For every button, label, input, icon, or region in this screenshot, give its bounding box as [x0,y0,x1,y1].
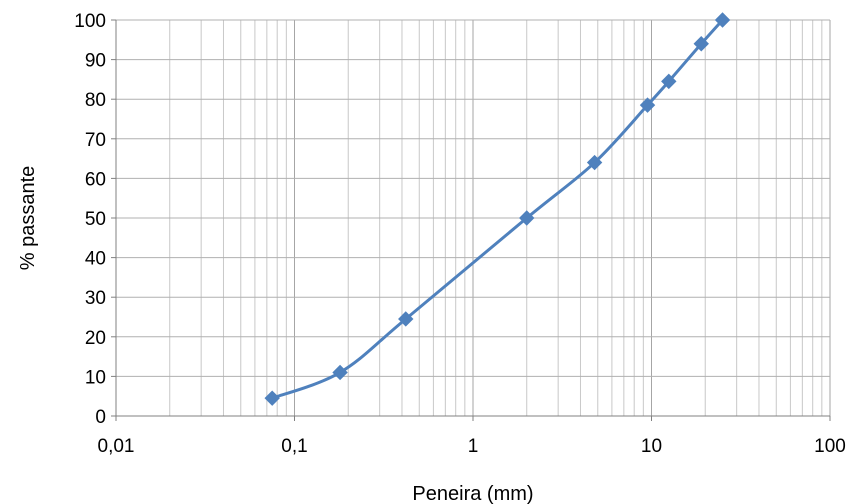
data-point-marker [693,36,709,52]
y-tick-label: 20 [85,328,106,349]
y-tick-label: 90 [85,51,106,72]
data-point-marker [332,364,348,381]
axes [111,19,831,421]
y-tick-label: 70 [85,130,106,151]
x-tick-label: 0,1 [281,436,307,457]
data-point-marker [398,311,414,327]
data-point-marker [639,97,656,113]
y-axis-title: % passante [17,166,39,271]
tick-labels: 0 10 20 30 40 50 60 70 80 90 100 0,01 0,1 1 10 100 [74,11,846,457]
x-tick-label: 1 [468,436,479,457]
y-tick-label: 100 [74,11,106,32]
y-tick-label: 60 [85,169,106,190]
grid [115,19,831,417]
data-point-marker [264,390,280,406]
y-tick-label: 10 [85,367,106,388]
series-line [271,18,724,400]
y-tick-label: 0 [95,407,106,428]
data-point-marker [519,210,535,226]
y-tick-label: 80 [85,90,106,111]
y-tick-label: 40 [85,249,106,270]
series [264,12,731,406]
data-point-marker [661,73,677,90]
x-tick-label: 0,01 [98,436,135,457]
data-point-marker [586,154,603,171]
x-tick-label: 10 [641,436,662,457]
y-tick-label: 30 [85,288,106,309]
x-axis-title: Peneira (mm) [412,483,533,504]
y-tick-label: 50 [85,209,106,230]
x-tick-label: 100 [814,436,846,457]
data-point-marker [714,12,731,28]
